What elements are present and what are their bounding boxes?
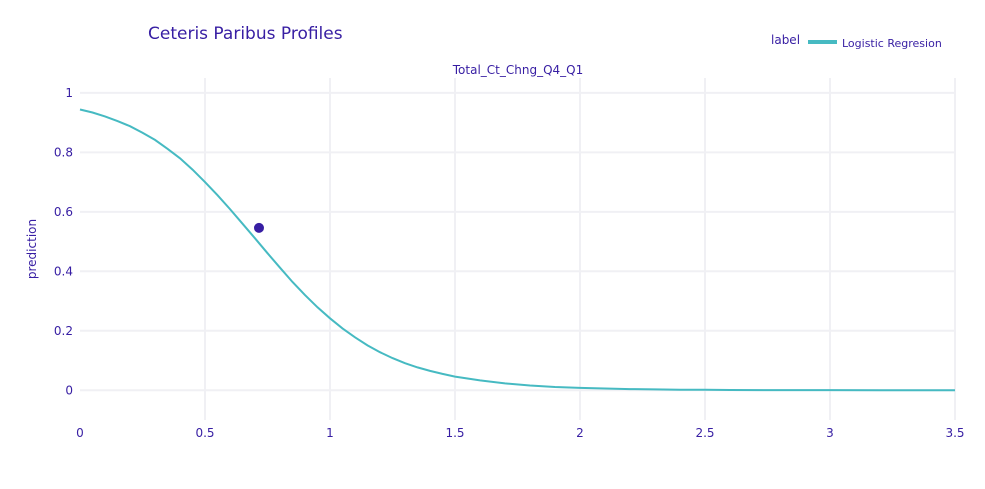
x-tick-label: 0	[76, 426, 84, 440]
axis-ticks: 0 0.5 1 1.5 2 2.5 3 3.5 0 0.2 0.4 0.6 0.8 1	[54, 86, 965, 440]
legend-title: label	[771, 33, 800, 47]
chart-subtitle: Total_Ct_Chng_Q4_Q1	[452, 63, 583, 77]
chart-title: Ceteris Paribus Profiles	[148, 24, 343, 44]
y-tick-label: 0	[65, 383, 73, 397]
y-axis-label: prediction	[25, 219, 39, 279]
series-line-logistic-regresion	[79, 108, 955, 392]
y-tick-label: 0.4	[54, 264, 73, 278]
x-tick-label: 2.5	[695, 426, 714, 440]
y-tick-label: 0.8	[54, 145, 73, 159]
y-tick-label: 0.2	[54, 324, 73, 338]
series-layer	[79, 108, 955, 392]
x-tick-label: 2	[576, 426, 584, 440]
x-tick-label: 0.5	[195, 426, 214, 440]
legend: label Logistic Regresion	[771, 33, 942, 50]
legend-entry-logistic-regresion: Logistic Regresion	[842, 37, 942, 50]
observation-layer	[254, 222, 264, 233]
grid	[80, 78, 956, 420]
x-tick-label: 1.5	[445, 426, 464, 440]
x-tick-label: 3.5	[945, 426, 964, 440]
x-tick-label: 3	[826, 426, 834, 440]
y-tick-label: 0.6	[54, 205, 73, 219]
observation-point	[254, 222, 264, 233]
y-tick-label: 1	[65, 86, 73, 100]
x-tick-label: 1	[326, 426, 334, 440]
